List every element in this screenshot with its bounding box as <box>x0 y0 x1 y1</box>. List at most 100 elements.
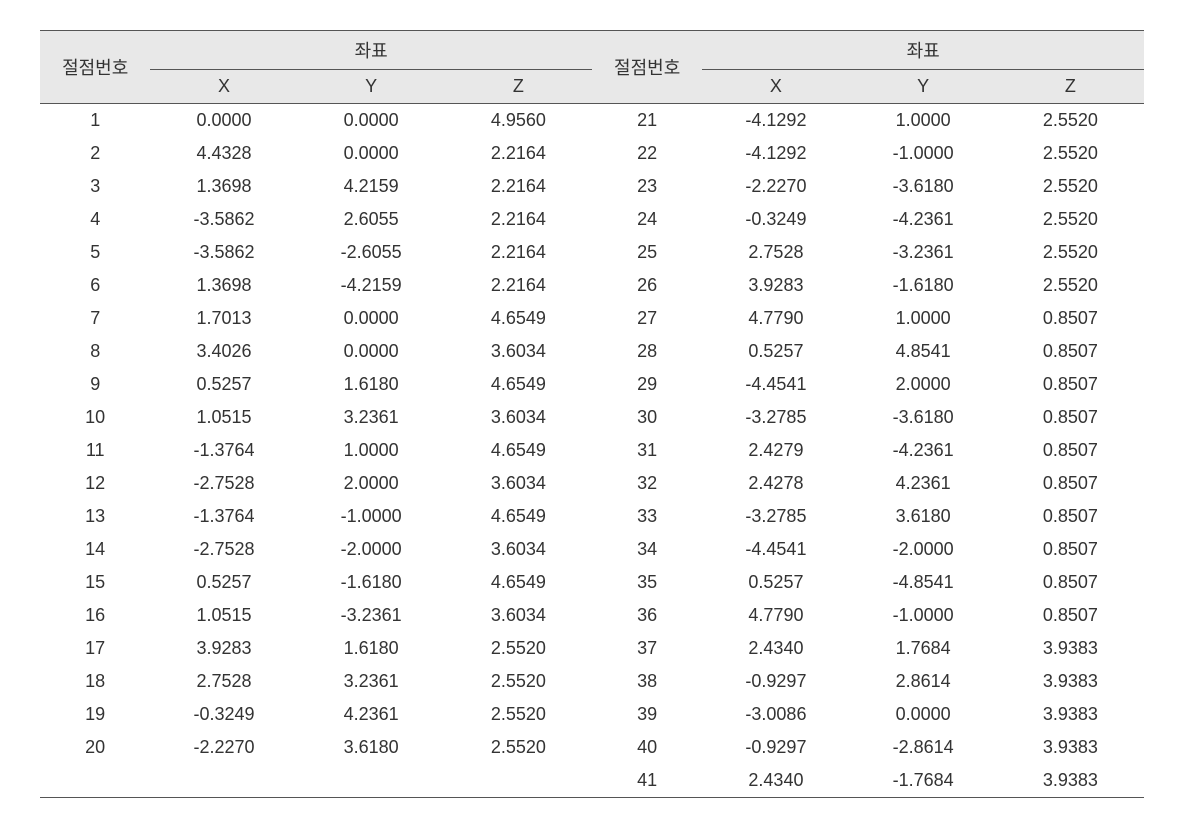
table-cell: 4.6549 <box>445 500 592 533</box>
table-cell: 3.6180 <box>850 500 997 533</box>
table-cell: -1.3764 <box>150 500 297 533</box>
table-row: 173.92831.61802.5520372.43401.76843.9383 <box>40 632 1144 665</box>
table-cell: 2.2164 <box>445 269 592 302</box>
table-cell: 4.8541 <box>850 335 997 368</box>
header-z-left: Z <box>445 70 592 104</box>
table-cell: 2.5520 <box>445 632 592 665</box>
table-cell: 2.5520 <box>997 203 1144 236</box>
table-cell: 0.0000 <box>298 137 445 170</box>
table-cell: 1.7013 <box>150 302 297 335</box>
table-row: 161.0515-3.23613.6034364.7790-1.00000.85… <box>40 599 1144 632</box>
table-cell: 33 <box>592 500 702 533</box>
table-cell: 0.0000 <box>298 104 445 138</box>
table-cell: 1.0000 <box>850 104 997 138</box>
table-body: 10.00000.00004.956021-4.12921.00002.5520… <box>40 104 1144 798</box>
table-cell: 31 <box>592 434 702 467</box>
table-header: 절점번호 좌표 절점번호 좌표 X Y Z X Y Z <box>40 31 1144 104</box>
table-row: 101.05153.23613.603430-3.2785-3.61800.85… <box>40 401 1144 434</box>
table-cell: 1.3698 <box>150 269 297 302</box>
table-cell: 38 <box>592 665 702 698</box>
table-cell: 30 <box>592 401 702 434</box>
table-cell: 2.6055 <box>298 203 445 236</box>
table-cell: -0.9297 <box>702 665 849 698</box>
table-cell: -2.7528 <box>150 467 297 500</box>
table-row: 83.40260.00003.6034280.52574.85410.8507 <box>40 335 1144 368</box>
table-cell: -1.7684 <box>850 764 997 798</box>
table-cell: 0.8507 <box>997 500 1144 533</box>
table-cell: -3.0086 <box>702 698 849 731</box>
table-cell: 4.6549 <box>445 302 592 335</box>
table-cell: 0.5257 <box>150 368 297 401</box>
table-cell: 23 <box>592 170 702 203</box>
table-cell: 26 <box>592 269 702 302</box>
table-cell: 35 <box>592 566 702 599</box>
table-cell: 34 <box>592 533 702 566</box>
table-cell: 4 <box>40 203 150 236</box>
table-cell: -0.9297 <box>702 731 849 764</box>
table-row: 14-2.7528-2.00003.603434-4.4541-2.00000.… <box>40 533 1144 566</box>
header-y-left: Y <box>298 70 445 104</box>
table-cell: 36 <box>592 599 702 632</box>
table-cell: 2.4278 <box>702 467 849 500</box>
table-cell: 2.5520 <box>997 137 1144 170</box>
table-cell: 22 <box>592 137 702 170</box>
table-cell: 3.2361 <box>298 665 445 698</box>
table-cell: 1.0000 <box>298 434 445 467</box>
table-cell: -1.3764 <box>150 434 297 467</box>
table-cell: -2.0000 <box>850 533 997 566</box>
table-row: 11-1.37641.00004.6549312.4279-4.23610.85… <box>40 434 1144 467</box>
table-row: 12-2.75282.00003.6034322.42784.23610.850… <box>40 467 1144 500</box>
table-cell: 2.0000 <box>850 368 997 401</box>
table-cell: 4.2361 <box>298 698 445 731</box>
table-cell: 32 <box>592 467 702 500</box>
table-cell: 2.5520 <box>997 170 1144 203</box>
table-cell: -2.0000 <box>298 533 445 566</box>
table-cell: -3.2361 <box>850 236 997 269</box>
table-cell: 41 <box>592 764 702 798</box>
header-node-right: 절점번호 <box>592 31 702 104</box>
table-cell: -0.3249 <box>702 203 849 236</box>
table-cell: 2.7528 <box>702 236 849 269</box>
table-cell: 15 <box>40 566 150 599</box>
table-row: 20-2.22703.61802.552040-0.9297-2.86143.9… <box>40 731 1144 764</box>
table-cell: 3.6034 <box>445 335 592 368</box>
table-cell: -3.6180 <box>850 170 997 203</box>
table-cell: 3.6034 <box>445 401 592 434</box>
table-cell: 0.0000 <box>298 302 445 335</box>
table-cell: 6 <box>40 269 150 302</box>
table-cell: 3.9383 <box>997 764 1144 798</box>
table-cell: 0.8507 <box>997 467 1144 500</box>
table-cell: 0.8507 <box>997 434 1144 467</box>
table-cell: 0.5257 <box>702 566 849 599</box>
table-cell: 9 <box>40 368 150 401</box>
table-row: 71.70130.00004.6549274.77901.00000.8507 <box>40 302 1144 335</box>
table-cell: 2.7528 <box>150 665 297 698</box>
table-cell: 4.6549 <box>445 434 592 467</box>
table-row: 13-1.3764-1.00004.654933-3.27853.61800.8… <box>40 500 1144 533</box>
table-cell: 2.5520 <box>997 236 1144 269</box>
table-cell: 14 <box>40 533 150 566</box>
table-cell: 0.8507 <box>997 599 1144 632</box>
table-cell: 1.7684 <box>850 632 997 665</box>
table-cell: 7 <box>40 302 150 335</box>
table-cell: 1.6180 <box>298 632 445 665</box>
table-cell: 4.6549 <box>445 566 592 599</box>
table-cell: 4.7790 <box>702 302 849 335</box>
table-row: 31.36984.21592.216423-2.2270-3.61802.552… <box>40 170 1144 203</box>
table-cell: 0.0000 <box>298 335 445 368</box>
table-cell: -2.2270 <box>702 170 849 203</box>
table-cell: -3.2785 <box>702 500 849 533</box>
header-y-right: Y <box>850 70 997 104</box>
table-cell: 1.0515 <box>150 599 297 632</box>
table-cell: 3 <box>40 170 150 203</box>
table-cell: 3.6034 <box>445 533 592 566</box>
table-cell: 3.4026 <box>150 335 297 368</box>
table-cell: -3.2361 <box>298 599 445 632</box>
table-cell: -1.0000 <box>298 500 445 533</box>
table-cell: 2.4340 <box>702 764 849 798</box>
table-cell: -1.6180 <box>850 269 997 302</box>
header-coord-left: 좌표 <box>150 31 592 70</box>
table-row: 412.4340-1.76843.9383 <box>40 764 1144 798</box>
table-cell <box>40 764 150 798</box>
table-cell: 0.8507 <box>997 368 1144 401</box>
